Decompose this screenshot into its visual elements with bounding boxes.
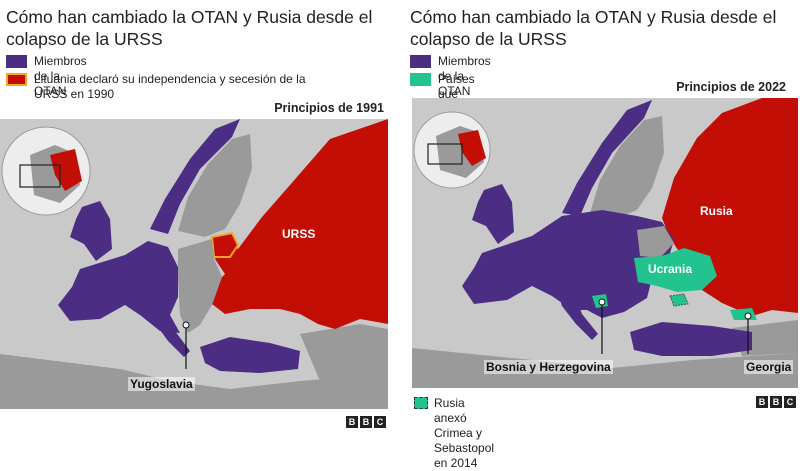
map-europe-1991: URSS Yugoslavia (0, 119, 388, 409)
footnote-swatch (414, 397, 428, 409)
uk-ireland (70, 201, 112, 261)
western-europe-nato (58, 241, 180, 333)
label-bosnia: Bosnia y Herzegovina (484, 360, 613, 374)
norway (150, 119, 240, 234)
italy (557, 290, 598, 340)
label-georgia: Georgia (744, 360, 794, 374)
italy (150, 307, 190, 357)
label-ucrania: Ucrania (648, 262, 693, 276)
legend-label-nato: Miembros de la OTAN (438, 54, 491, 98)
legend-swatch-lithuania (6, 73, 27, 86)
sweden-finland (178, 134, 252, 237)
land-africa (0, 354, 388, 409)
ussr-territory (212, 119, 388, 329)
norway (562, 100, 652, 216)
legend-label-lithuania: Lituania declaró su independencia y sece… (34, 72, 306, 101)
sweden-finland (590, 116, 664, 218)
footnote-text: Rusia anexó Crimea y Sebastopol en 2014 (434, 396, 495, 470)
legend-swatch-nato (410, 55, 431, 68)
label-urss: URSS (282, 227, 316, 241)
map-title-2022: Cómo han cambiado la OTAN y Rusia desde … (410, 7, 777, 49)
eastern-europe (178, 239, 222, 333)
lithuania-region (210, 231, 240, 258)
panel-1991: Cómo han cambiado la OTAN y Rusia desde … (0, 0, 398, 433)
map-title-1991: Cómo han cambiado la OTAN y Rusia desde … (6, 7, 373, 49)
belarus (637, 226, 674, 258)
land-middle-east (300, 324, 388, 381)
uk-ireland (472, 184, 514, 244)
legend-swatch-aspirants (410, 73, 431, 86)
map-europe-2022: Rusia Ucrania Bosnia y Herzegovina Georg… (412, 98, 798, 388)
turkey-greece (200, 337, 300, 373)
label-yugoslavia: Yugoslavia (128, 377, 195, 391)
nato-europe (462, 210, 674, 318)
panel-2022: Cómo han cambiado la OTAN y Rusia desde … (404, 0, 800, 470)
legend-swatch-nato (6, 55, 27, 68)
turkey (630, 322, 752, 356)
crimea (669, 293, 689, 307)
ukraine (634, 248, 717, 292)
date-label-1991: Principios de 1991 (274, 101, 384, 115)
date-label-2022: Principios de 2022 (676, 80, 786, 94)
label-rusia: Rusia (700, 204, 733, 218)
legend-label-nato: Miembros de la OTAN (34, 54, 87, 98)
